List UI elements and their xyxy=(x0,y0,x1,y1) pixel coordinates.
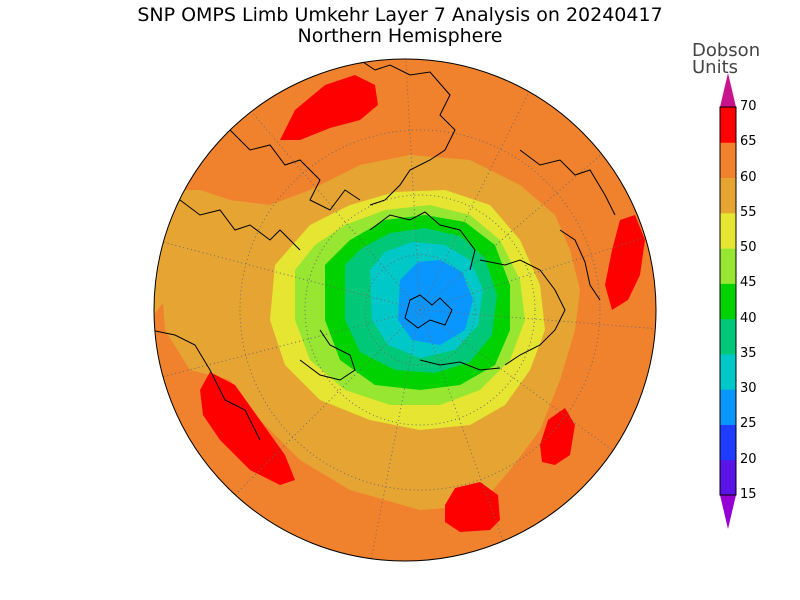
colorbar-under-arrow xyxy=(720,495,736,529)
map-subtitle: Northern Hemisphere xyxy=(297,25,503,47)
max-southeast xyxy=(540,408,575,465)
max-north xyxy=(280,75,378,140)
colorbar-tick-label: 45 xyxy=(740,275,757,291)
colorbar-tick-label: 20 xyxy=(740,451,757,467)
colorbar-tick-label: 60 xyxy=(740,169,757,185)
colorbar-segment xyxy=(720,142,736,179)
colorbar-segment xyxy=(720,389,736,425)
contour-55-60-edge xyxy=(154,200,180,320)
colorbar-tick-label: 15 xyxy=(740,487,757,502)
colorbar-tick-label: 70 xyxy=(740,99,757,114)
colorbar-tick-label: 65 xyxy=(740,134,757,150)
max-east xyxy=(605,215,645,310)
graticule xyxy=(154,59,656,561)
colorbar-unit-line2: Units xyxy=(692,57,739,78)
coastlines xyxy=(154,59,641,441)
colorbar-frame xyxy=(719,106,737,496)
colorbar-segment xyxy=(720,212,736,249)
colorbar-tick-label: 25 xyxy=(740,416,757,432)
map-title: SNP OMPS Limb Umkehr Layer 7 Analysis on… xyxy=(137,4,663,26)
colorbar-segment xyxy=(720,107,736,143)
colorbar-segments xyxy=(720,107,736,496)
colorbar-tick-label: 35 xyxy=(740,345,757,361)
colorbar-tick-label: 50 xyxy=(740,240,757,256)
colorbar-segment xyxy=(720,177,736,214)
colorbar-tick-label: 55 xyxy=(740,204,757,220)
colorbar-segment xyxy=(720,283,736,320)
ozone-contours xyxy=(154,59,656,561)
colorbar-tick-label: 30 xyxy=(740,381,757,397)
colorbar xyxy=(719,73,737,529)
colorbar-segment xyxy=(720,424,736,461)
colorbar-unit-line1: Dobson xyxy=(692,40,761,61)
colorbar-segment xyxy=(720,459,736,496)
map-disk-outline xyxy=(153,58,657,562)
colorbar-segment xyxy=(720,353,736,390)
colorbar-over-arrow xyxy=(720,73,736,107)
colorbar-tick-label: 40 xyxy=(740,310,757,326)
colorbar-segment xyxy=(720,318,736,355)
max-west xyxy=(200,372,295,485)
colorbar-segment xyxy=(720,248,736,284)
